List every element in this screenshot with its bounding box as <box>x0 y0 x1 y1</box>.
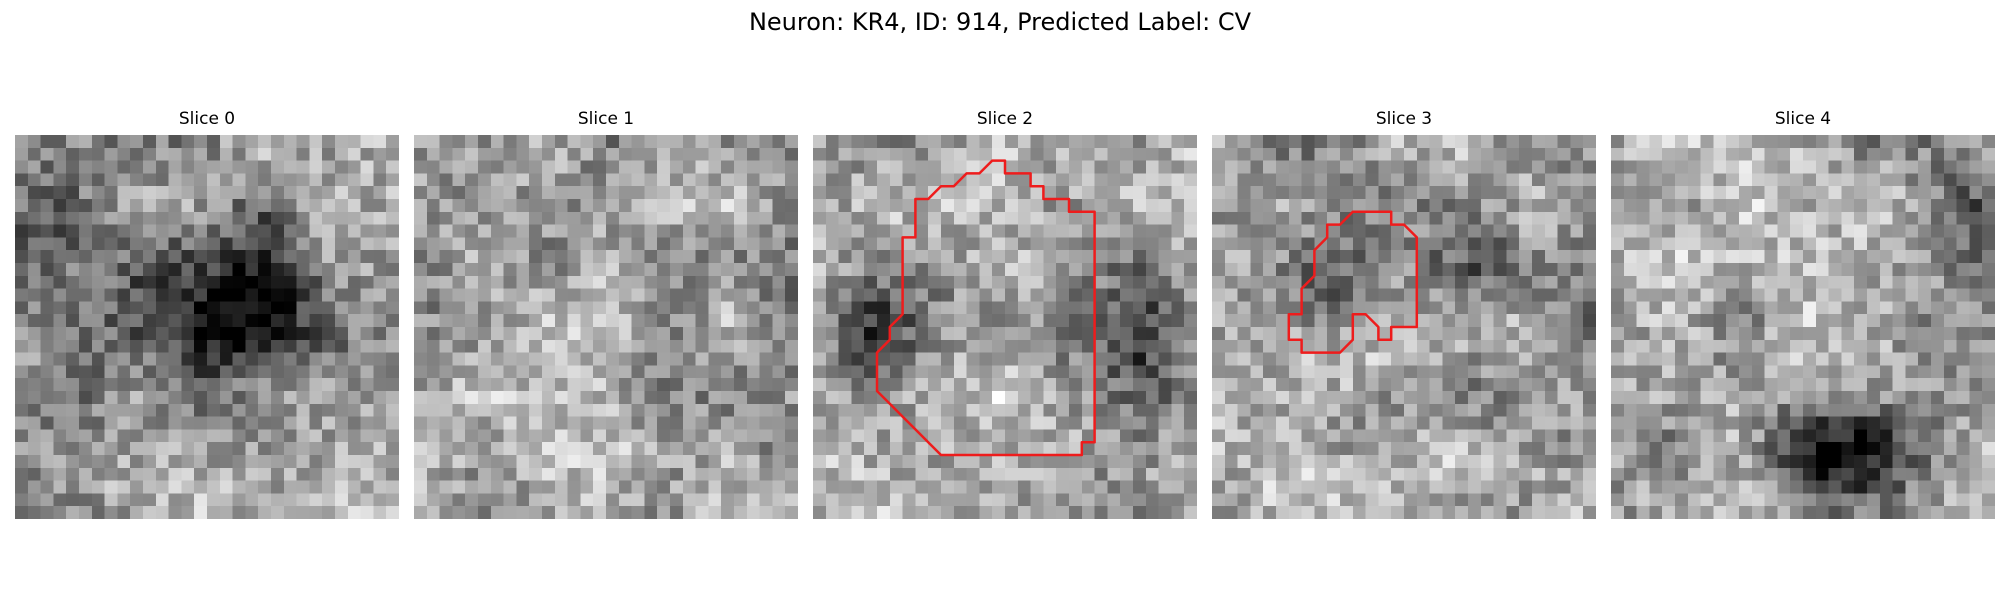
segmentation-contour <box>875 159 1096 457</box>
slice-title: Slice 4 <box>1774 109 1832 129</box>
contour-overlay <box>875 159 1096 457</box>
segmentation-contour <box>1287 210 1419 354</box>
contour-overlay <box>15 135 399 519</box>
contour-overlay <box>1287 210 1419 354</box>
slice-image <box>15 135 399 519</box>
contour-overlay <box>414 135 798 519</box>
contour-overlay <box>1611 135 1995 519</box>
slice-title: Slice 2 <box>976 109 1034 129</box>
slice-title: Slice 0 <box>178 109 236 129</box>
slice-image <box>414 135 798 519</box>
slice-title: Slice 1 <box>577 109 635 129</box>
slice-title: Slice 3 <box>1375 109 1433 129</box>
slice-image <box>1611 135 1995 519</box>
figure-title: Neuron: KR4, ID: 914, Predicted Label: C… <box>748 8 1252 36</box>
